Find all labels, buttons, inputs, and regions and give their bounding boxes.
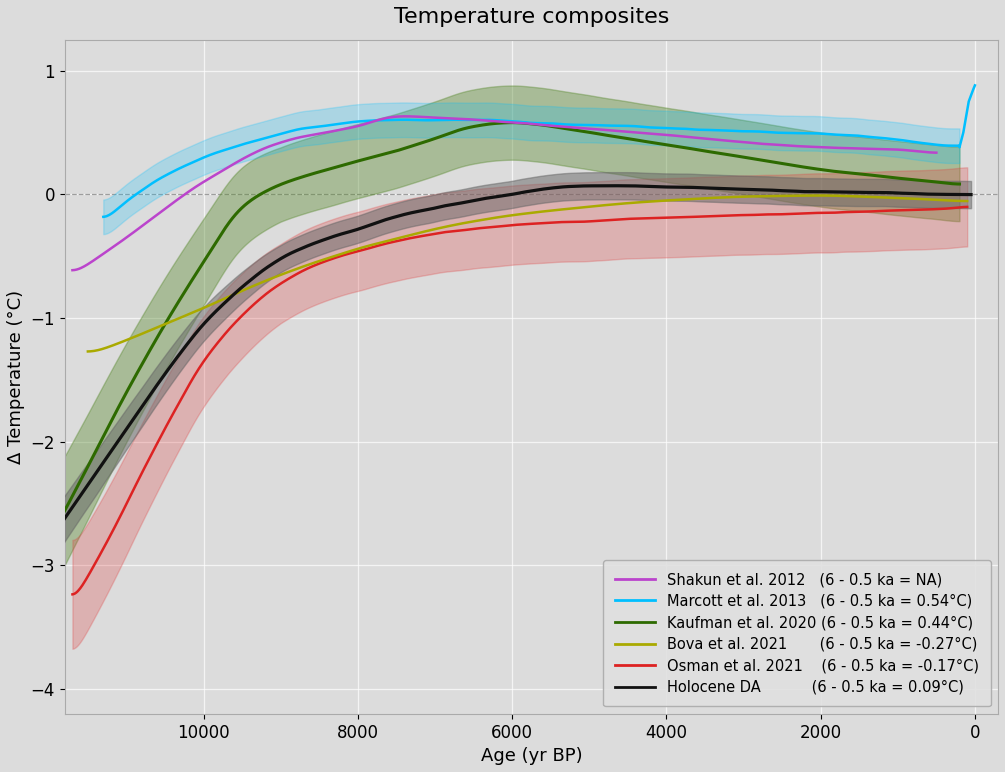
Title: Temperature composites: Temperature composites — [394, 7, 669, 27]
Legend: Shakun et al. 2012   (6 - 0.5 ka = NA), Marcott et al. 2013   (6 - 0.5 ka = 0.54: Shakun et al. 2012 (6 - 0.5 ka = NA), Ma… — [603, 560, 991, 706]
Y-axis label: Δ Temperature (°C): Δ Temperature (°C) — [7, 290, 25, 464]
X-axis label: Age (yr BP): Age (yr BP) — [480, 747, 582, 765]
